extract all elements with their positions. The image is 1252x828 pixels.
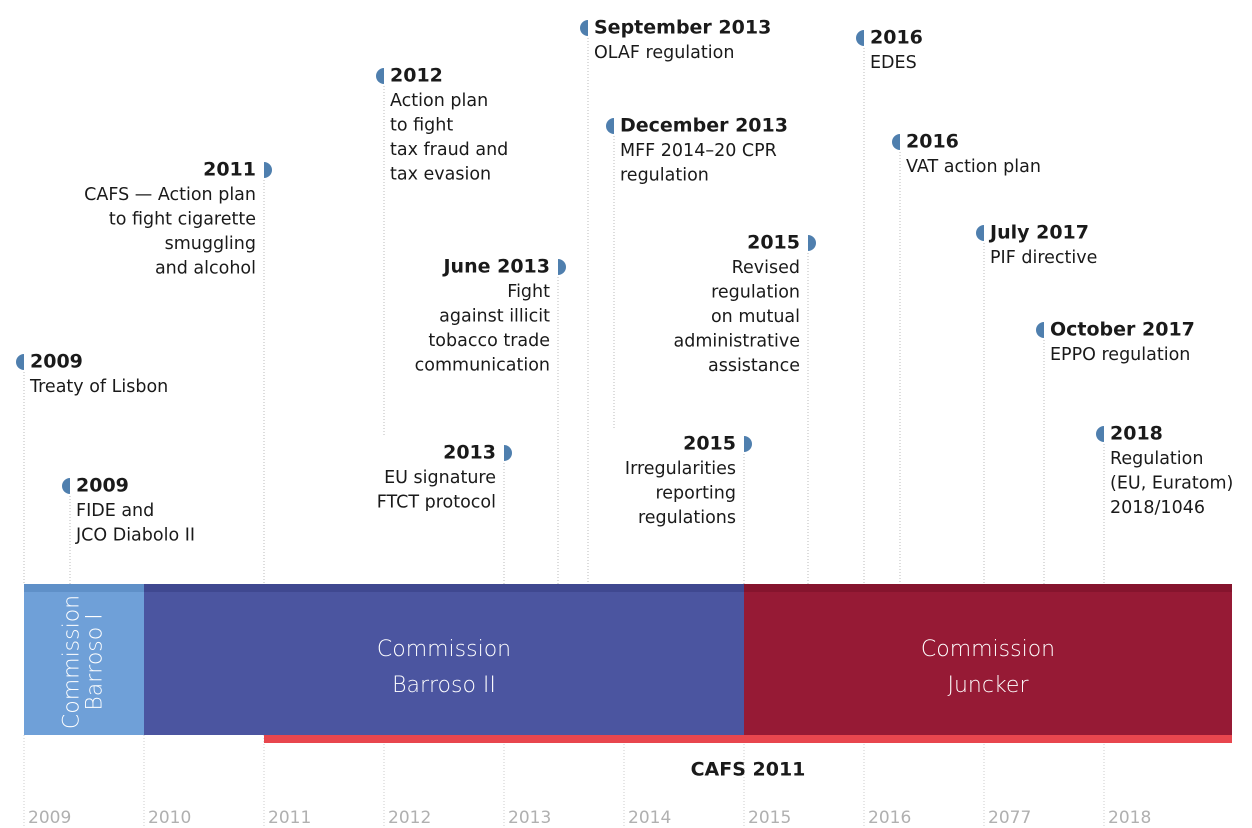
period-strip xyxy=(144,584,744,592)
event-text: communication xyxy=(415,356,550,376)
cafs-bar xyxy=(264,735,1232,743)
year-label: 2013 xyxy=(508,808,551,828)
event-marker xyxy=(504,445,512,461)
event-marker xyxy=(16,354,24,370)
event-text: JCO Diabolo II xyxy=(75,526,195,546)
event-marker xyxy=(580,20,588,36)
period-strip xyxy=(24,584,144,592)
event-text: MFF 2014–20 CPR xyxy=(620,141,777,161)
year-label: 2016 xyxy=(868,808,911,828)
year-label: 2014 xyxy=(628,808,671,828)
event-text: CAFS — Action plan xyxy=(84,185,256,205)
year-label: 2012 xyxy=(388,808,431,828)
year-label: 2010 xyxy=(148,808,191,828)
event-text: regulation xyxy=(620,166,709,186)
year-label: 2018 xyxy=(1108,808,1151,828)
event-marker xyxy=(606,118,614,134)
event-date: June 2013 xyxy=(441,256,550,278)
event-text: against illicit xyxy=(439,307,550,327)
event-text: Fight xyxy=(507,282,550,302)
event-text: Action plan xyxy=(390,91,488,111)
event-date: 2016 xyxy=(870,27,923,49)
period-strip xyxy=(744,584,1232,592)
event-text: VAT action plan xyxy=(906,157,1041,177)
period-text: Commission xyxy=(377,637,511,662)
event-text: administrative xyxy=(674,332,800,352)
event-text: Revised xyxy=(732,258,800,278)
event-text: reporting xyxy=(655,484,736,504)
year-label: 2077 xyxy=(988,808,1031,828)
event-date: 2013 xyxy=(443,442,496,464)
event-text: OLAF regulation xyxy=(594,43,734,63)
period-text: Commission xyxy=(921,637,1055,662)
event-date: 2015 xyxy=(683,433,736,455)
event-date: 2012 xyxy=(390,65,443,87)
event-marker xyxy=(264,162,272,178)
event-text: tax fraud and xyxy=(390,140,508,160)
event-text: smuggling xyxy=(165,234,256,254)
year-label: 2011 xyxy=(268,808,311,828)
event-date: 2011 xyxy=(203,159,256,181)
event-text: to fight xyxy=(390,116,453,136)
period-band xyxy=(24,584,144,735)
event-marker xyxy=(808,235,816,251)
period-text: Barroso I xyxy=(83,613,108,710)
event-date: September 2013 xyxy=(594,17,771,39)
event-marker xyxy=(62,478,70,494)
event-text: PIF directive xyxy=(990,248,1097,268)
event-text: EU signature xyxy=(384,468,496,488)
period-band xyxy=(144,584,744,735)
event-text: Irregularities xyxy=(625,459,736,479)
event-text: 2018/1046 xyxy=(1110,498,1205,518)
event-date: 2016 xyxy=(906,131,959,153)
event-marker xyxy=(1036,322,1044,338)
year-label: 2009 xyxy=(28,808,71,828)
event-marker xyxy=(376,68,384,84)
event-text: FIDE and xyxy=(76,501,154,521)
period-band xyxy=(744,584,1232,735)
event-date: October 2017 xyxy=(1050,319,1195,341)
event-text: assistance xyxy=(708,356,800,376)
period-text: Barroso II xyxy=(392,673,496,698)
event-date: 2009 xyxy=(76,475,129,497)
event-text: Treaty of Lisbon xyxy=(29,377,168,397)
event-date: 2018 xyxy=(1110,423,1163,445)
year-label: 2015 xyxy=(748,808,791,828)
event-text: regulation xyxy=(711,283,800,303)
event-marker xyxy=(892,134,900,150)
cafs-label: CAFS 2011 xyxy=(691,759,806,781)
event-text: tobacco trade xyxy=(428,331,550,351)
event-marker xyxy=(558,259,566,275)
event-text: to fight cigarette xyxy=(109,210,256,230)
event-date: December 2013 xyxy=(620,115,788,137)
event-marker xyxy=(856,30,864,46)
event-text: (EU, Euratom) xyxy=(1110,474,1233,494)
event-marker xyxy=(744,436,752,452)
event-text: FTCT protocol xyxy=(377,493,496,513)
event-date: 2009 xyxy=(30,351,83,373)
period-text: Juncker xyxy=(947,673,1029,698)
event-text: Regulation xyxy=(1110,449,1203,469)
event-text: regulations xyxy=(638,508,736,528)
event-text: on mutual xyxy=(711,307,800,327)
event-date: July 2017 xyxy=(988,222,1089,244)
period-text: Commission xyxy=(60,595,85,729)
event-marker xyxy=(976,225,984,241)
event-date: 2015 xyxy=(747,232,800,254)
event-text: tax evasion xyxy=(390,165,491,185)
event-text: EDES xyxy=(870,53,917,73)
event-marker xyxy=(1096,426,1104,442)
event-text: and alcohol xyxy=(155,259,256,279)
event-text: EPPO regulation xyxy=(1050,345,1190,365)
